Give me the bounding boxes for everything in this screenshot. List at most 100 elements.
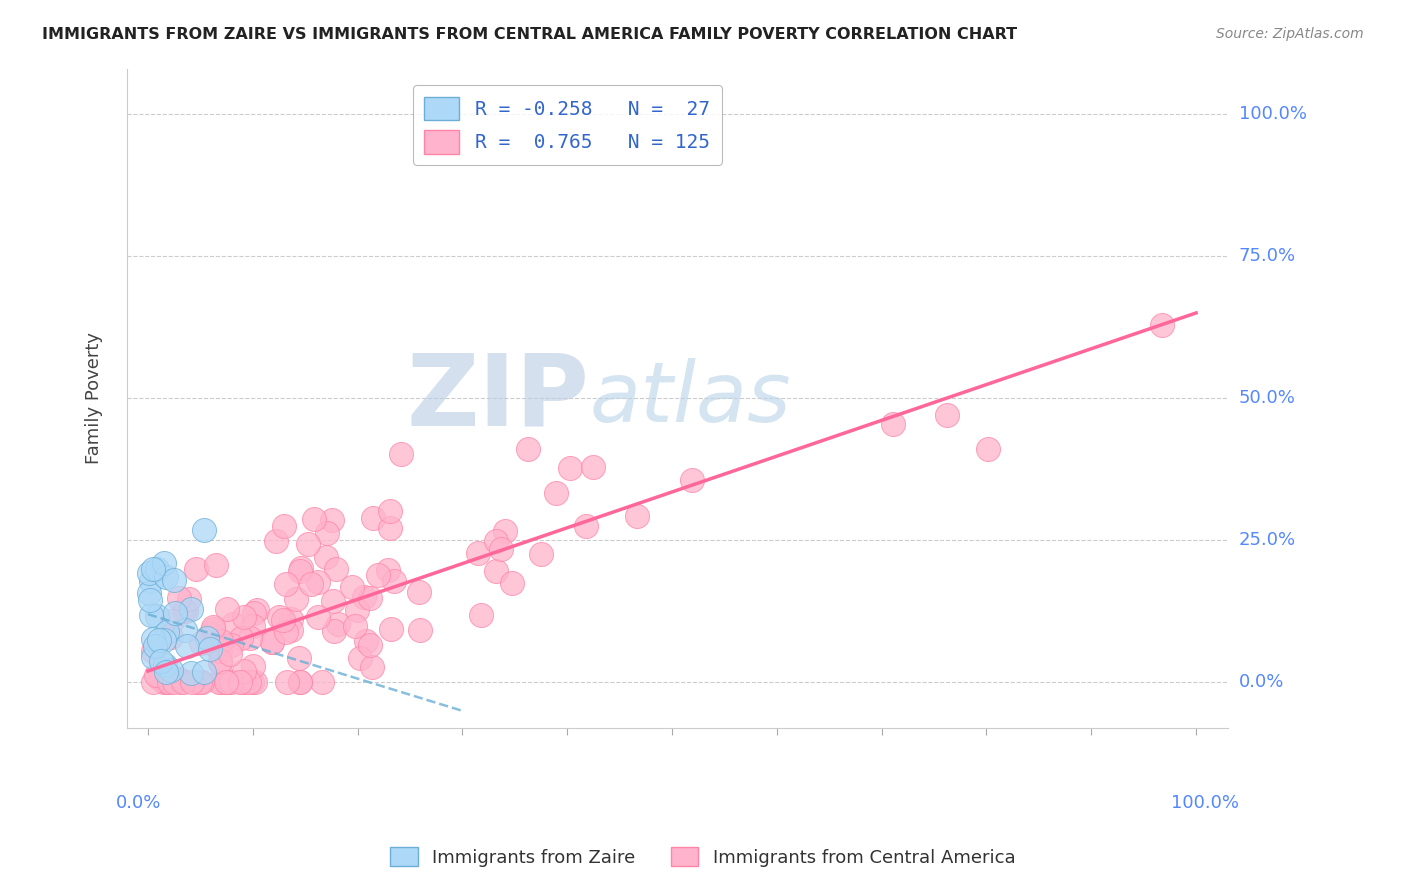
Point xyxy=(349,650,371,665)
Point xyxy=(148,633,170,648)
Point xyxy=(316,525,339,540)
Point xyxy=(344,619,367,633)
Point xyxy=(146,609,169,624)
Point xyxy=(186,562,208,576)
Legend: Immigrants from Zaire, Immigrants from Central America: Immigrants from Zaire, Immigrants from C… xyxy=(384,840,1022,874)
Point xyxy=(260,635,283,649)
Point xyxy=(191,675,214,690)
Point xyxy=(211,675,233,690)
Point xyxy=(382,574,405,588)
Point xyxy=(1150,318,1173,333)
Point xyxy=(269,610,291,624)
Point xyxy=(174,604,197,618)
Point xyxy=(141,608,163,623)
Point xyxy=(138,566,160,580)
Text: atlas: atlas xyxy=(589,358,790,439)
Point xyxy=(243,607,266,621)
Text: 0.0%: 0.0% xyxy=(1239,673,1284,691)
Point xyxy=(359,639,381,653)
Point xyxy=(163,606,186,620)
Point xyxy=(408,585,430,599)
Point xyxy=(273,518,295,533)
Point xyxy=(681,473,703,487)
Point xyxy=(209,634,232,648)
Point xyxy=(361,660,384,674)
Point xyxy=(485,564,508,578)
Point xyxy=(152,556,174,570)
Point xyxy=(205,558,228,572)
Point xyxy=(290,675,312,690)
Point xyxy=(232,665,254,679)
Point xyxy=(228,675,250,690)
Point xyxy=(167,591,190,605)
Point xyxy=(271,613,294,627)
Point xyxy=(389,447,412,461)
Point xyxy=(195,631,218,645)
Y-axis label: Family Poverty: Family Poverty xyxy=(86,332,103,464)
Point xyxy=(882,417,904,431)
Point xyxy=(262,635,284,649)
Point xyxy=(163,675,186,690)
Point xyxy=(139,574,162,589)
Point xyxy=(280,612,302,626)
Point xyxy=(153,675,176,690)
Point xyxy=(202,623,225,637)
Point xyxy=(155,657,177,672)
Point xyxy=(315,549,337,564)
Point xyxy=(142,643,165,657)
Point xyxy=(936,408,959,422)
Point xyxy=(177,591,200,606)
Legend: R = -0.258   N =  27, R =  0.765   N = 125: R = -0.258 N = 27, R = 0.765 N = 125 xyxy=(413,85,721,165)
Point xyxy=(243,675,266,690)
Point xyxy=(163,573,186,587)
Text: 25.0%: 25.0% xyxy=(1239,532,1296,549)
Point xyxy=(322,594,344,608)
Point xyxy=(169,675,191,690)
Point xyxy=(246,603,269,617)
Point xyxy=(193,665,215,679)
Point xyxy=(290,561,312,575)
Point xyxy=(311,675,333,690)
Point xyxy=(242,658,264,673)
Point xyxy=(205,639,228,653)
Point xyxy=(138,586,160,600)
Point xyxy=(198,642,221,657)
Point xyxy=(167,673,190,687)
Point xyxy=(380,504,402,518)
Point xyxy=(307,610,329,624)
Point xyxy=(240,675,263,690)
Point xyxy=(143,639,166,653)
Text: 75.0%: 75.0% xyxy=(1239,247,1296,265)
Point xyxy=(276,577,298,591)
Point xyxy=(575,519,598,533)
Point xyxy=(231,675,253,690)
Point xyxy=(354,634,377,648)
Text: 100.0%: 100.0% xyxy=(1171,794,1239,812)
Point xyxy=(142,562,165,576)
Text: ZIP: ZIP xyxy=(406,350,589,447)
Point xyxy=(560,460,582,475)
Point xyxy=(530,548,553,562)
Point xyxy=(173,602,195,616)
Point xyxy=(159,663,181,677)
Point xyxy=(208,654,231,668)
Point xyxy=(138,593,160,607)
Point xyxy=(156,675,179,690)
Point xyxy=(155,665,177,679)
Point xyxy=(219,675,242,690)
Point xyxy=(582,460,605,475)
Point xyxy=(149,654,172,668)
Point xyxy=(299,577,322,591)
Point xyxy=(200,626,222,640)
Point xyxy=(485,533,508,548)
Point xyxy=(285,591,308,606)
Point xyxy=(326,616,349,631)
Point xyxy=(186,675,208,690)
Point xyxy=(380,622,402,636)
Point xyxy=(217,675,239,690)
Point xyxy=(361,511,384,525)
Point xyxy=(232,609,254,624)
Point xyxy=(215,675,238,690)
Point xyxy=(977,442,1000,456)
Point xyxy=(155,675,177,690)
